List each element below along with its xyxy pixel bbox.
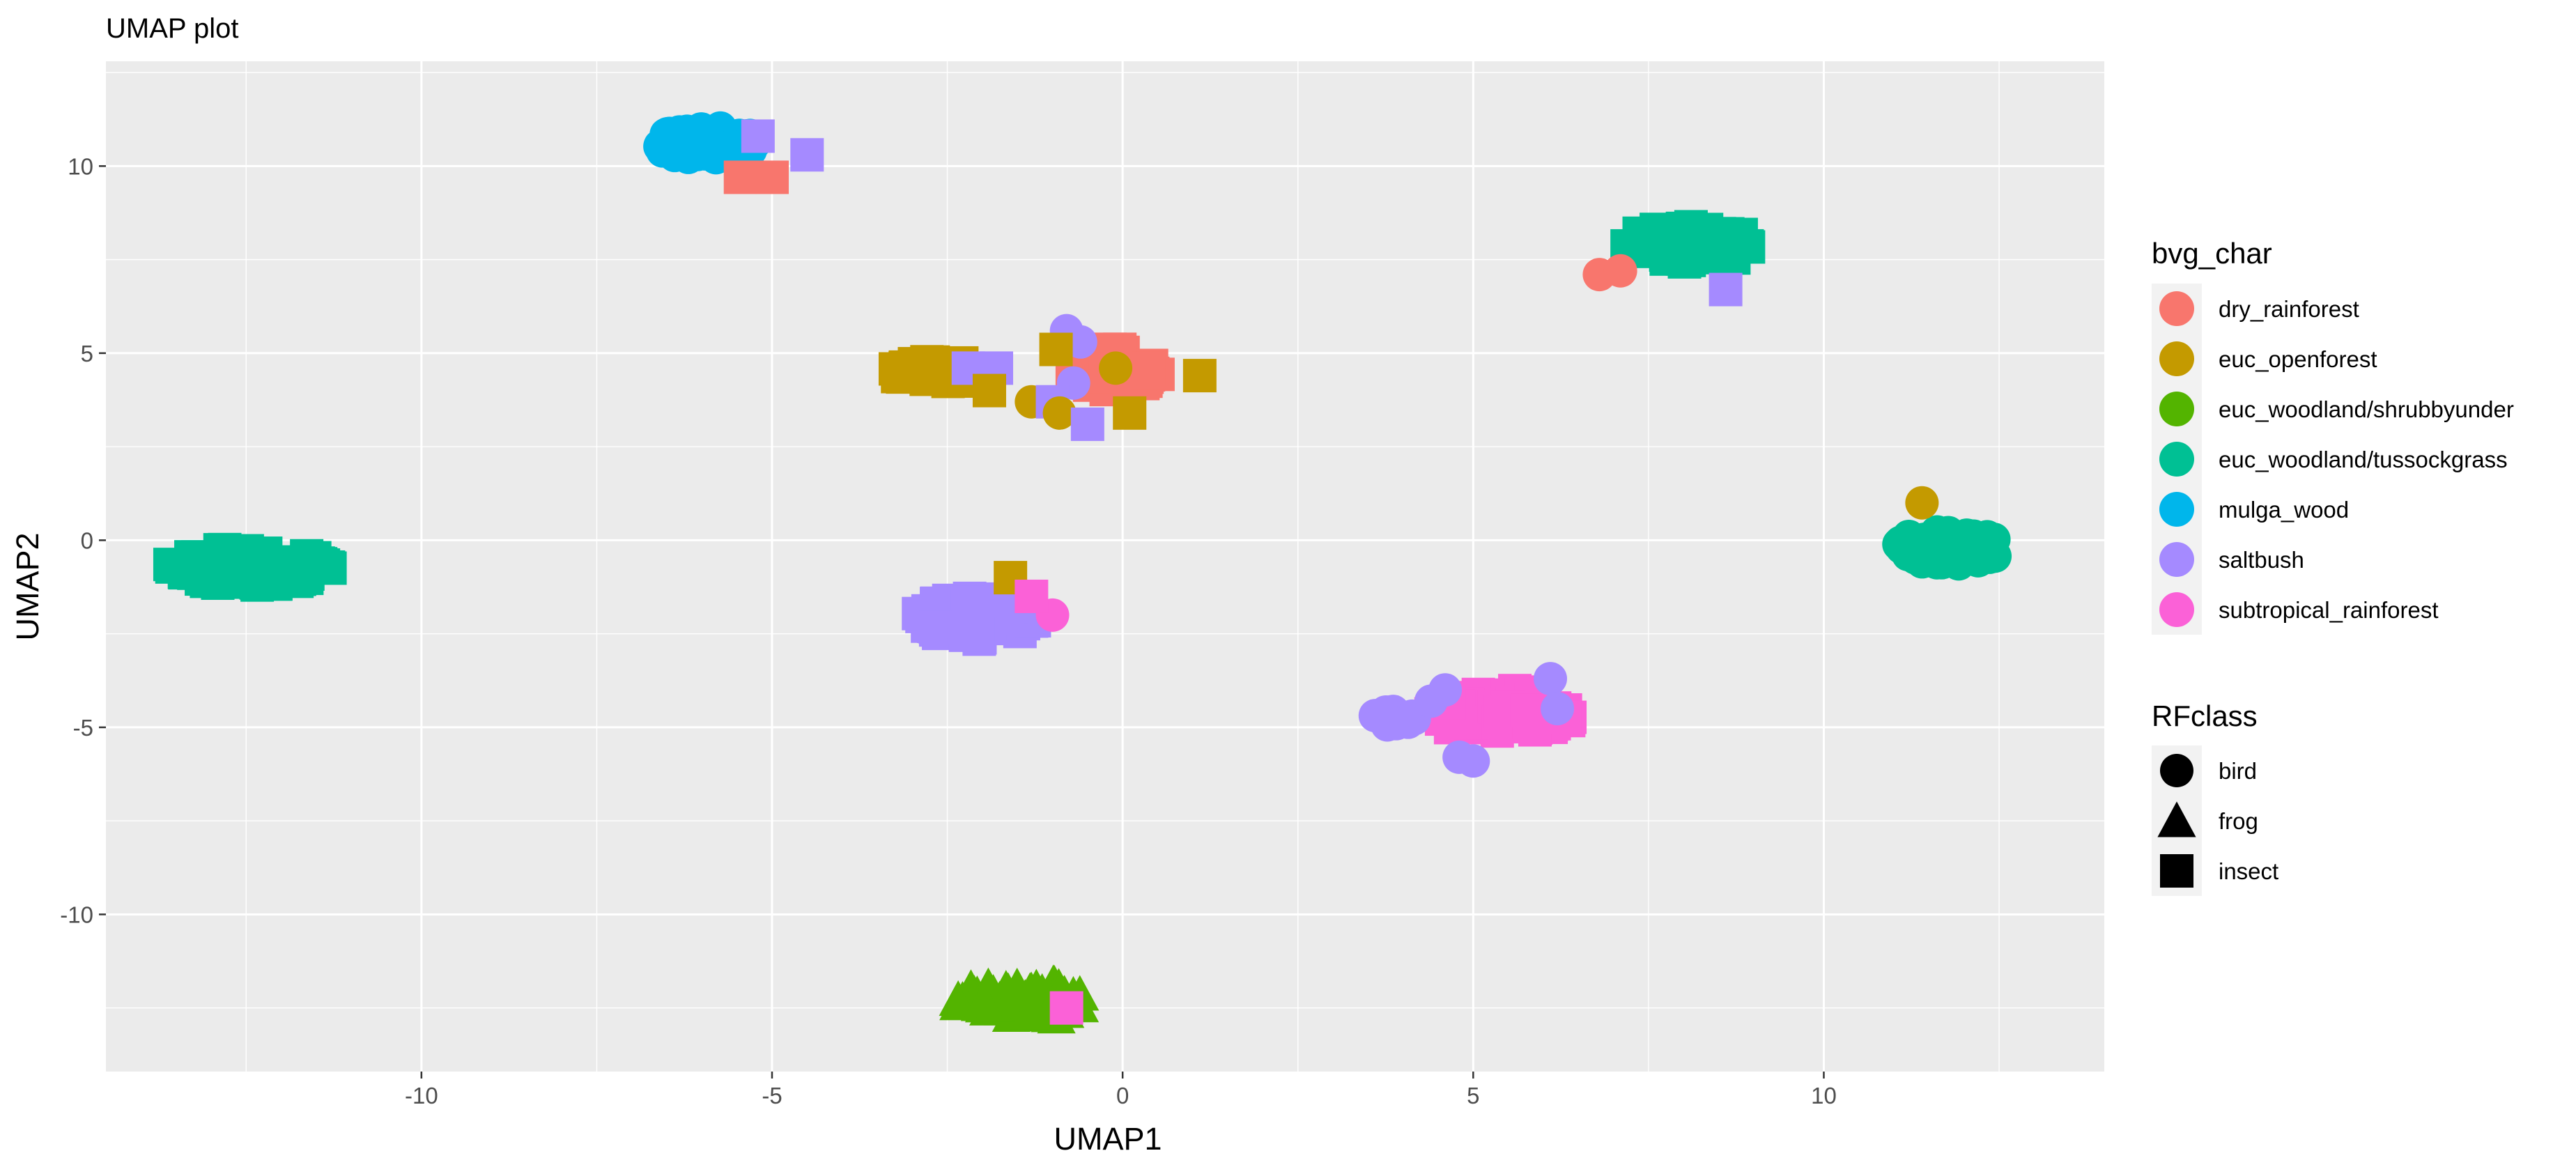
data-point (1049, 991, 1083, 1025)
data-point (1541, 692, 1575, 726)
legend-label: euc_openforest (2219, 346, 2377, 372)
data-point (741, 119, 775, 153)
data-point (998, 967, 1037, 1003)
data-point (1182, 359, 1217, 393)
data-point (1132, 351, 1166, 385)
data-point (1010, 994, 1049, 1030)
cluster-1 (1610, 210, 1766, 279)
data-point (1950, 524, 1984, 558)
data-point (918, 610, 952, 644)
legend-label: mulga_wood (2219, 497, 2349, 523)
legend-shape-insect (2160, 854, 2193, 888)
legend-swatch (2159, 291, 2194, 326)
data-point (1688, 232, 1722, 266)
data-point (1456, 744, 1490, 778)
x-tick-label: 10 (1811, 1083, 1837, 1108)
cluster-6 (902, 581, 1051, 656)
data-point (972, 373, 1006, 408)
data-point (1042, 396, 1077, 430)
y-tick-label: -10 (60, 902, 93, 927)
shape-legend-title: RFclass (2152, 700, 2258, 732)
data-point (961, 617, 995, 651)
data-point (755, 160, 789, 194)
plot-panel (106, 61, 2104, 1072)
highlight-points (723, 119, 1939, 1025)
legend-swatch (2159, 341, 2194, 376)
data-point (199, 559, 233, 593)
data-point (1978, 539, 2012, 573)
data-point (1510, 693, 1544, 727)
legend-shape-bird (2160, 754, 2193, 787)
x-axis-label: UMAP1 (1054, 1121, 1162, 1157)
legend-label: euc_woodland/tussockgrass (2219, 447, 2508, 472)
legend-label: subtropical_rainforest (2219, 597, 2439, 623)
x-tick-label: -5 (762, 1083, 782, 1108)
legend-label: frog (2219, 808, 2258, 834)
chart-title: UMAP plot (106, 13, 238, 44)
legend-swatch (2159, 442, 2194, 477)
data-point (1070, 407, 1104, 441)
data-point (723, 160, 757, 194)
legend-shape-frog (2157, 801, 2196, 837)
data-point (1015, 579, 1049, 613)
data-point (153, 548, 187, 582)
legend-label: saltbush (2219, 547, 2304, 573)
y-tick-label: 0 (81, 527, 93, 553)
data-point (1428, 673, 1463, 707)
data-point (688, 129, 722, 163)
data-point (1709, 272, 1743, 307)
data-point (1039, 332, 1073, 366)
legend-swatch (2159, 492, 2194, 527)
data-point (790, 138, 824, 172)
data-point (913, 346, 947, 380)
data-point (1379, 706, 1413, 741)
cluster-8 (1358, 695, 1431, 742)
data-point (1890, 531, 1924, 565)
data-point (1716, 231, 1750, 265)
color-legend-title: bvg_char (2152, 237, 2272, 270)
data-point (1905, 486, 1939, 520)
legend-label: dry_rainforest (2219, 296, 2359, 322)
legend-label: bird (2219, 758, 2257, 784)
legend-label: euc_woodland/shrubbyunder (2219, 396, 2514, 422)
data-point (964, 981, 1003, 1017)
data-point (1915, 533, 1949, 567)
legend-swatch (2159, 592, 2194, 627)
x-tick-label: -10 (405, 1083, 438, 1108)
y-tick-label: 10 (68, 153, 93, 179)
data-point (313, 551, 347, 585)
x-tick-label: 0 (1116, 1083, 1129, 1108)
cluster-4 (153, 532, 347, 602)
x-tick-label: 5 (1467, 1083, 1479, 1108)
legend-swatch (2159, 392, 2194, 426)
data-point (259, 555, 293, 589)
y-axis-label: UMAP2 (10, 532, 45, 640)
data-point (950, 585, 985, 619)
data-point (1099, 351, 1133, 385)
data-point (1603, 254, 1637, 288)
y-tick-label: 5 (81, 341, 93, 366)
legend-swatch (2159, 542, 2194, 577)
y-tick-label: -5 (73, 715, 93, 741)
data-point (1113, 396, 1147, 430)
cluster-5 (1882, 515, 2012, 581)
data-point (1534, 662, 1568, 696)
legend-label: insect (2219, 858, 2278, 884)
